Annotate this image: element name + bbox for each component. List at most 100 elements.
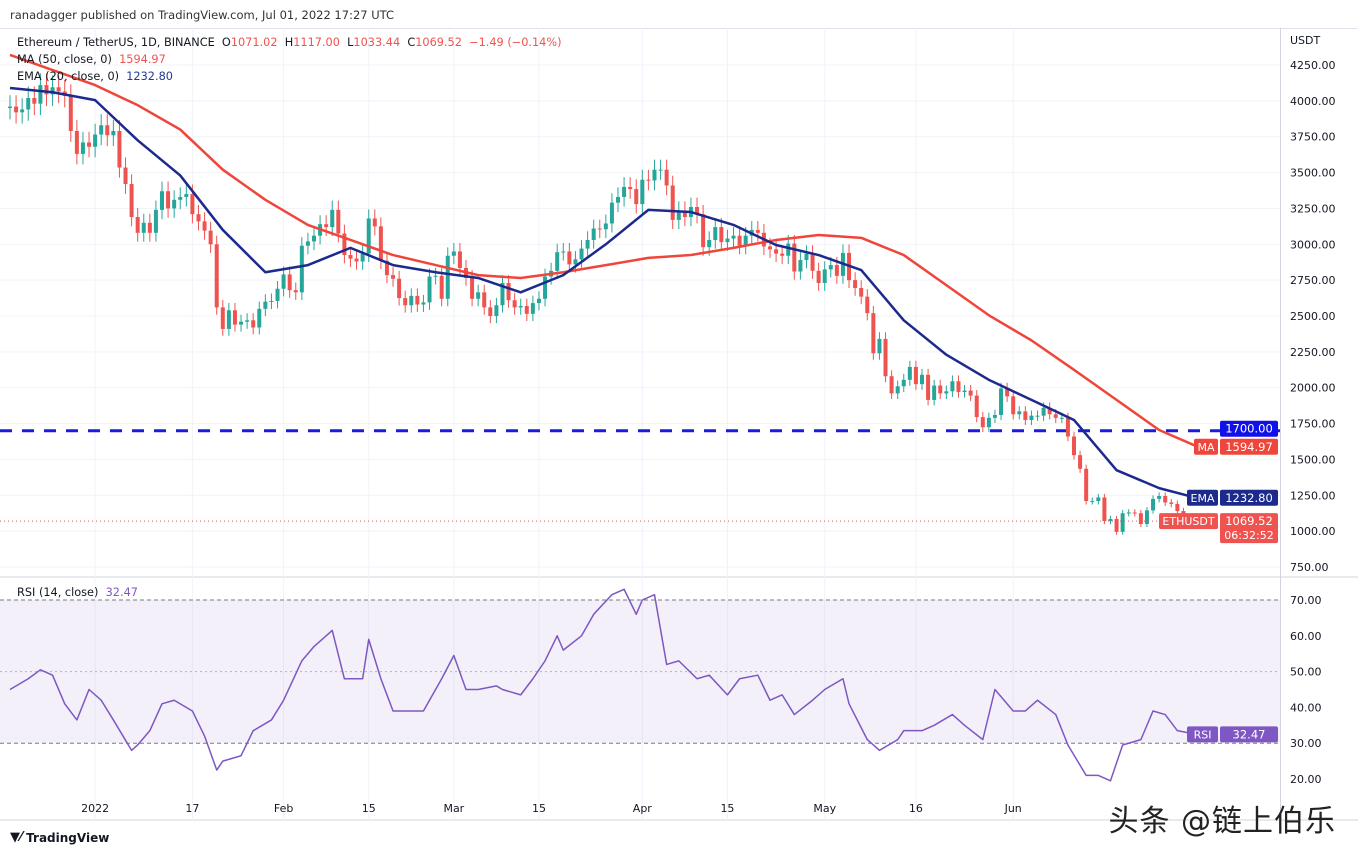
candle xyxy=(172,190,177,218)
candle-body xyxy=(239,321,244,325)
symbol-title[interactable]: Ethereum / TetherUS, 1D, BINANCE xyxy=(17,36,215,49)
candle xyxy=(129,174,134,227)
candle xyxy=(938,379,943,400)
candle-body xyxy=(980,417,985,428)
ema-legend-label[interactable]: EMA (20, close, 0) xyxy=(17,70,120,83)
candle-body xyxy=(470,277,475,299)
candle xyxy=(1120,509,1125,535)
candle-body xyxy=(117,130,122,168)
candle-body xyxy=(603,223,608,230)
candle xyxy=(1175,500,1180,515)
candle xyxy=(1029,410,1034,426)
candle xyxy=(810,245,815,279)
candle-body xyxy=(907,366,912,380)
candle-body xyxy=(810,253,815,271)
candle xyxy=(1132,509,1137,517)
candle xyxy=(664,159,669,196)
candle-body xyxy=(986,417,991,428)
chart-frame[interactable] xyxy=(0,28,1358,827)
ma-tag-label: MA xyxy=(1197,441,1214,454)
candle xyxy=(178,187,183,210)
candle xyxy=(239,314,244,332)
candle xyxy=(713,218,718,249)
candle-body xyxy=(38,85,43,104)
candle xyxy=(1096,493,1101,505)
candle-body xyxy=(646,179,651,181)
rsi-tag-label: RSI xyxy=(1194,728,1212,741)
low-value: 1033.44 xyxy=(353,36,401,49)
candle-body xyxy=(865,296,870,314)
candle-body xyxy=(391,275,396,279)
candle xyxy=(628,177,633,199)
candle-body xyxy=(494,305,499,317)
candle xyxy=(1090,497,1095,505)
candle xyxy=(488,300,493,324)
price-tick-label: 4000.00 xyxy=(1290,95,1336,108)
candle-body xyxy=(1108,518,1113,522)
time-tick-label: 16 xyxy=(909,802,923,815)
footer-brand[interactable]: ▼⁄ TradingView xyxy=(10,830,109,845)
candle xyxy=(567,242,572,273)
candle xyxy=(14,95,19,124)
rsi-legend-label[interactable]: RSI (14, close) xyxy=(17,586,99,599)
candle-body xyxy=(1078,455,1083,469)
candle xyxy=(287,266,292,298)
candle xyxy=(372,209,377,236)
candle xyxy=(1114,515,1119,535)
price-tick-label: 1500.00 xyxy=(1290,453,1336,466)
candle xyxy=(616,187,620,213)
high-value: 1117.00 xyxy=(293,36,340,49)
candle xyxy=(409,288,414,313)
candle xyxy=(50,75,55,107)
candle xyxy=(305,232,310,255)
candle xyxy=(312,226,316,251)
candle xyxy=(147,213,152,242)
candle-body xyxy=(1005,388,1010,397)
candle xyxy=(901,373,906,393)
candle xyxy=(184,184,189,207)
candle xyxy=(530,295,535,322)
candle xyxy=(68,84,73,142)
candle-body xyxy=(324,224,329,228)
rsi-value-tag-bg xyxy=(1220,726,1278,743)
candle xyxy=(907,360,912,386)
candle xyxy=(214,235,219,315)
candle xyxy=(20,98,25,124)
candle xyxy=(342,224,347,264)
candle-body xyxy=(166,191,171,209)
main-legend: Ethereum / TetherUS, 1D, BINANCE O1071.0… xyxy=(17,34,562,85)
candle xyxy=(500,275,505,313)
candle-body xyxy=(226,310,231,329)
candle xyxy=(634,179,639,214)
candle-body xyxy=(895,386,900,394)
publisher-caption: ranadagger published on TradingView.com,… xyxy=(10,8,395,22)
ma-legend-label[interactable]: MA (50, close, 0) xyxy=(17,53,112,66)
rsi-tick-label: 60.00 xyxy=(1290,630,1322,643)
candle xyxy=(1151,495,1156,514)
ema-legend-value: 1232.80 xyxy=(126,70,173,83)
candle xyxy=(160,181,164,220)
candle xyxy=(986,412,991,433)
candle-body xyxy=(1126,512,1131,514)
candle xyxy=(1023,406,1028,426)
candle xyxy=(56,75,61,104)
candle-body xyxy=(1065,417,1070,437)
candle xyxy=(141,213,146,242)
candle-body xyxy=(616,196,620,203)
candle xyxy=(518,298,523,315)
candle-body xyxy=(664,169,669,186)
candle-body xyxy=(543,276,548,299)
candle-body xyxy=(44,85,49,95)
candle-body xyxy=(1102,497,1107,522)
candle xyxy=(427,268,432,310)
candle-body xyxy=(123,167,128,185)
candle xyxy=(944,385,949,400)
candle-body xyxy=(956,381,961,393)
candle xyxy=(208,221,213,253)
candle xyxy=(269,293,274,310)
candle xyxy=(366,209,371,263)
candle-body xyxy=(1157,496,1162,499)
candle-body xyxy=(160,191,164,210)
candle xyxy=(1138,509,1143,527)
